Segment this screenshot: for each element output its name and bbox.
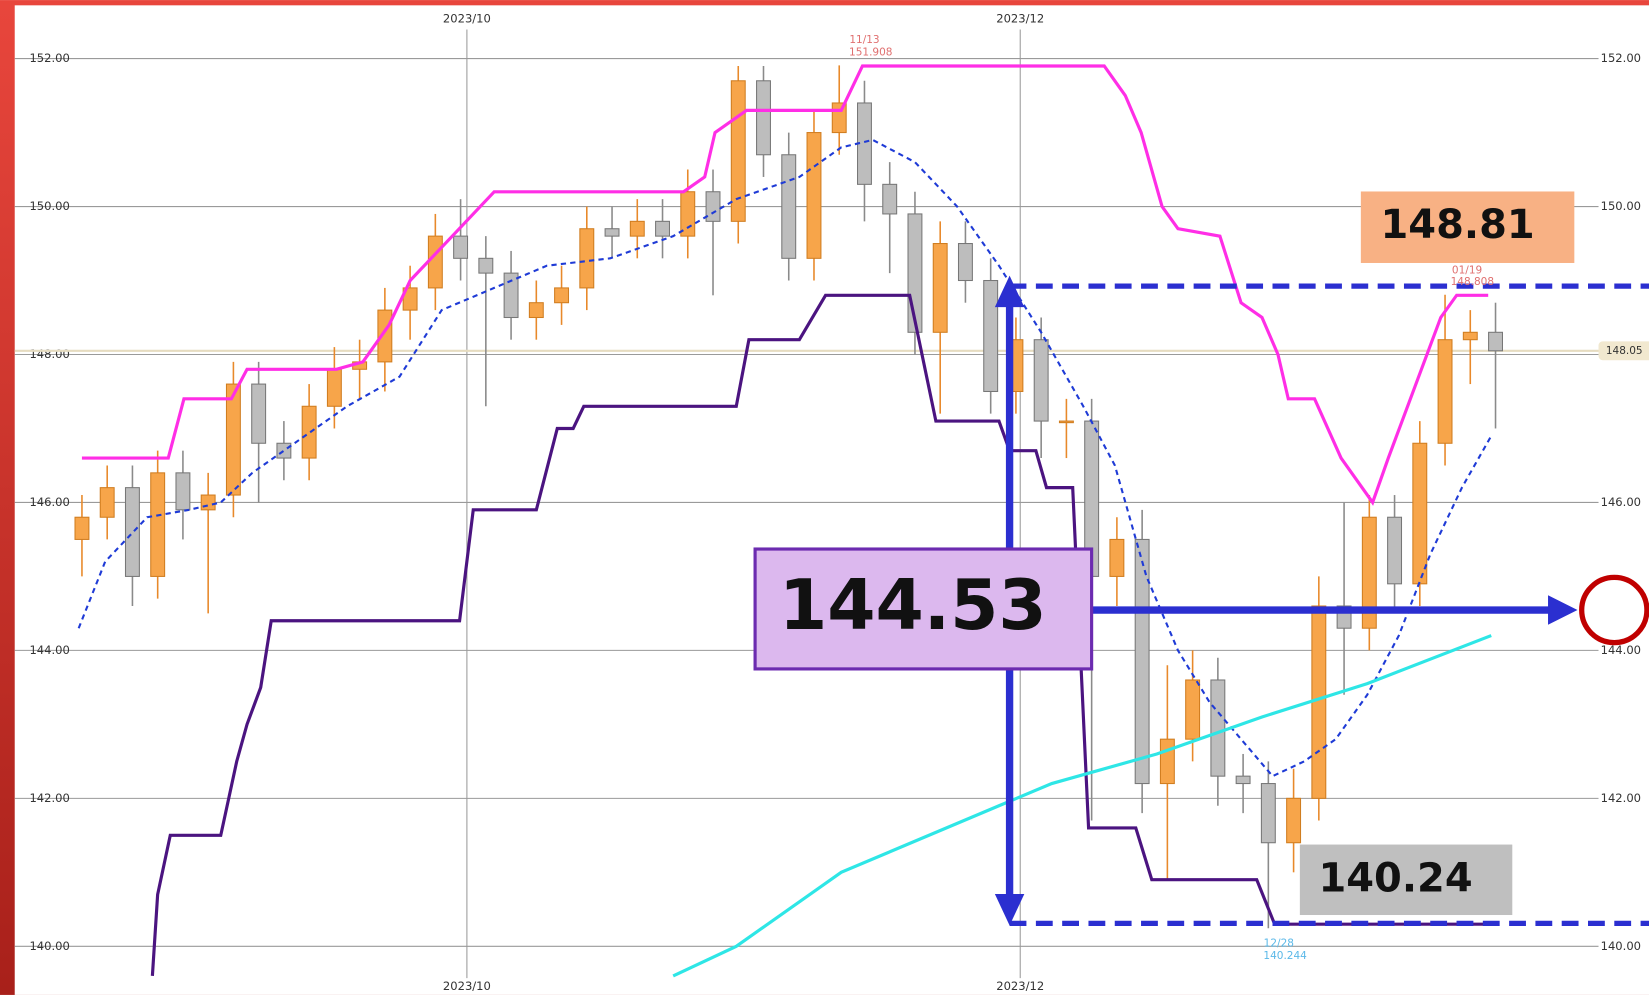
- arrow-head: [1548, 595, 1578, 625]
- y-tick-label: 146.00: [1601, 495, 1641, 509]
- candle-body: [882, 183, 898, 215]
- target-circle: [1579, 574, 1649, 646]
- candle-body: [427, 235, 443, 289]
- candle-body: [200, 494, 216, 511]
- candle-body: [756, 80, 771, 156]
- candle-body: [705, 191, 721, 222]
- candle-body: [326, 368, 342, 407]
- candle-body: [74, 516, 90, 540]
- candle-body: [1286, 797, 1302, 844]
- callout-box: [753, 547, 1094, 671]
- y-tick-label: 142.00: [29, 791, 69, 805]
- y-tick-label: 152.00: [29, 51, 69, 65]
- candle-body: [528, 302, 544, 319]
- candle-body: [225, 383, 241, 496]
- candle-body: [1033, 339, 1049, 422]
- candle-body: [1134, 538, 1150, 785]
- callout-box: [1360, 191, 1575, 263]
- indicator-line: [81, 64, 1489, 506]
- candle-body: [1260, 783, 1276, 844]
- candle-body: [1488, 331, 1503, 352]
- candle-body: [1235, 775, 1251, 785]
- candle-body: [655, 220, 670, 237]
- x-tick-label: 2023/10: [443, 979, 491, 993]
- arrow-head: [994, 893, 1025, 926]
- candle-body: [1109, 538, 1125, 577]
- candle-body: [579, 228, 595, 289]
- arrow-head: [994, 275, 1025, 308]
- candle-body: [99, 487, 115, 518]
- candle-body: [1412, 442, 1428, 585]
- candle-body: [957, 243, 973, 282]
- marks: [74, 64, 1503, 978]
- candle-body: [730, 80, 746, 222]
- callout-box: [1299, 844, 1513, 916]
- y-tick-label: 150.00: [1601, 199, 1641, 213]
- candle-body: [1185, 679, 1201, 740]
- candle-body: [1387, 516, 1403, 585]
- callout: 144.53: [779, 566, 1047, 646]
- candle-body: [806, 132, 822, 259]
- grid: 140.00 140.00 142.00 142.00 144.00 144.00 146.…: [14, 11, 1641, 993]
- callout: 148.81: [1381, 202, 1535, 248]
- candle-body: [453, 235, 469, 259]
- annotation: 140.244: [1263, 950, 1307, 962]
- candle-body: [604, 228, 620, 237]
- annotation: 148.808: [1451, 276, 1494, 288]
- candle-body: [301, 405, 317, 459]
- indicator-line: [77, 138, 1493, 778]
- x-tick-label: 2023/10: [443, 11, 491, 25]
- y-tick-label: 144.00: [29, 643, 69, 657]
- candle-body: [554, 287, 570, 304]
- candle-body: [1210, 679, 1226, 777]
- indicator-line: [672, 634, 1492, 978]
- candle-body: [932, 243, 948, 333]
- candle-body: [478, 257, 494, 274]
- candle-body: [402, 287, 418, 311]
- candle-body: [1462, 331, 1478, 341]
- candle-body: [1437, 339, 1453, 444]
- annotation: 01/19: [1452, 264, 1482, 276]
- plot-area: [14, 5, 1649, 995]
- candle-body: [781, 154, 797, 259]
- y-tick-label: 146.00: [29, 495, 69, 509]
- y-tick-label: 140.00: [1601, 939, 1641, 953]
- candle-body: [629, 220, 645, 237]
- candle-body: [503, 272, 519, 319]
- x-tick-label: 2023/12: [996, 979, 1044, 993]
- candle-body: [276, 442, 292, 459]
- y-tick-label: 150.00: [29, 199, 69, 213]
- candle-body: [251, 383, 267, 444]
- candle-body: [175, 472, 191, 511]
- annotation: 11/13: [849, 34, 879, 46]
- last-price-label: 148.05: [1606, 345, 1643, 357]
- candle-body: [1361, 516, 1377, 629]
- indicator-line: [150, 293, 1492, 977]
- y-tick-label: 148.00: [29, 347, 69, 361]
- annotation: 12/28: [1264, 937, 1294, 949]
- callout: 140.24: [1318, 855, 1472, 901]
- candle-body: [1159, 738, 1175, 785]
- x-tick-label: 2023/12: [996, 11, 1044, 25]
- candle-body: [124, 487, 140, 577]
- candle-body: [1058, 420, 1074, 424]
- overlay: 148.81 144.53 140.24 11/13 151.908 01/19…: [753, 34, 1649, 962]
- y-tick-label: 140.00: [29, 939, 69, 953]
- last-price-tag: [1598, 341, 1649, 361]
- annotation: 151.908: [849, 47, 892, 59]
- y-tick-label: 142.00: [1601, 791, 1641, 805]
- y-tick-label: 144.00: [1601, 643, 1641, 657]
- y-tick-label: 152.00: [1601, 51, 1641, 65]
- candle-body: [150, 472, 166, 577]
- candle-body: [1311, 605, 1327, 799]
- candle-body: [983, 279, 999, 393]
